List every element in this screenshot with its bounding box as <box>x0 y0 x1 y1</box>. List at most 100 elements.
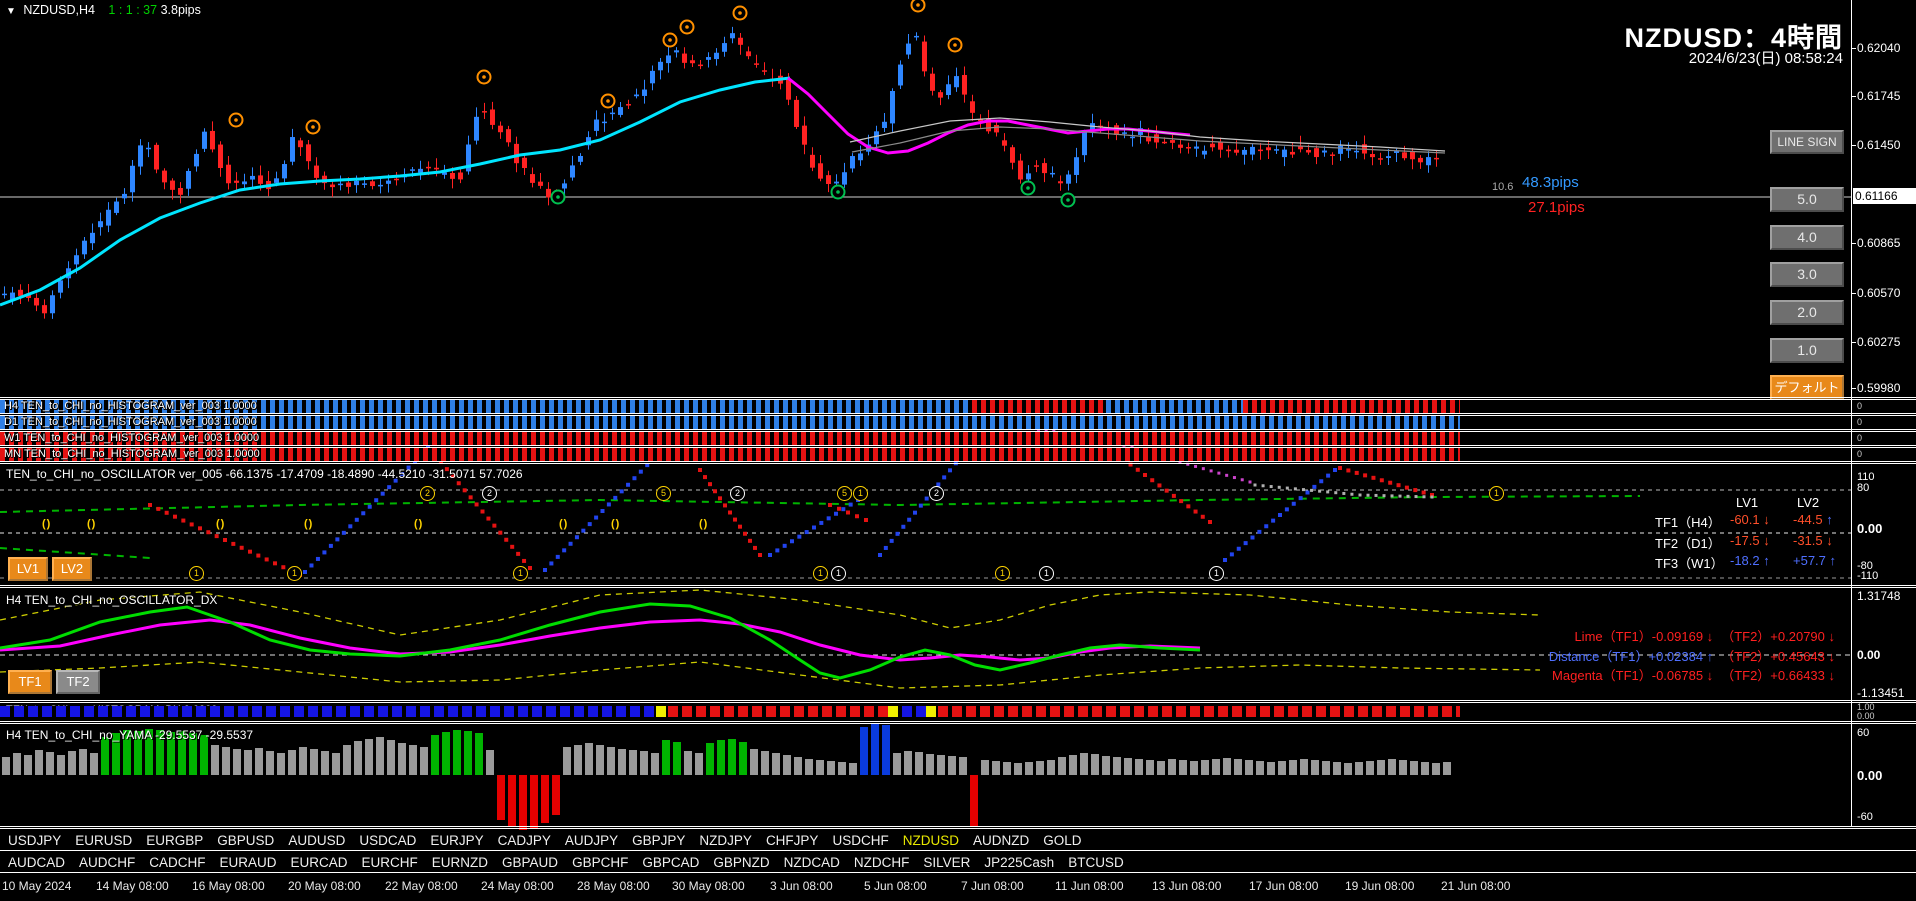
osc-scale-label: -80 <box>1857 560 1873 572</box>
price-tick <box>1851 145 1856 146</box>
dx-value-row: Lime（TF1）-0.09169 ↓ （TF2）+0.20790 ↓ <box>1574 629 1835 644</box>
dx-value-row: Distance（TF1）+0.02384 ↑ （TF2）+0.45643 ↓ <box>1548 649 1835 664</box>
osc-table-value: -31.5 ↓ <box>1793 533 1833 548</box>
tab-AUDJPY[interactable]: AUDJPY <box>564 833 619 848</box>
strip-label: H4 TEN_to_CHI_no_HISTOGRAM_ver_003 1.000… <box>4 400 257 412</box>
tab-EURJPY[interactable]: EURJPY <box>430 833 484 848</box>
dx-strip-segment <box>938 706 1460 717</box>
tab-USDCAD[interactable]: USDCAD <box>359 833 417 848</box>
strip-segment <box>0 400 972 413</box>
lv-button-LV1[interactable]: LV1 <box>8 557 48 581</box>
price-scale-label: 0.61450 <box>1857 138 1901 152</box>
time-axis-label: 20 May 08:00 <box>288 879 361 893</box>
count-circle-bottom: 1 <box>1039 566 1054 581</box>
tab-NZDJPY[interactable]: NZDJPY <box>699 833 752 848</box>
paren-marker: () <box>414 518 424 530</box>
dx-strip-segment <box>0 706 656 717</box>
price-scale-label: 0.60275 <box>1857 335 1901 349</box>
tab-EURNZD[interactable]: EURNZD <box>431 855 489 870</box>
tab-EURCAD[interactable]: EURCAD <box>290 855 348 870</box>
paren-marker: () <box>42 518 52 530</box>
tab-JP225Cash[interactable]: JP225Cash <box>984 855 1055 870</box>
line-sign-button[interactable]: LINE SIGN <box>1770 130 1844 154</box>
panel-divider <box>0 587 1916 588</box>
tab-AUDNZD[interactable]: AUDNZD <box>972 833 1030 848</box>
scale-separator-line <box>1851 0 1852 826</box>
strip-segment <box>1243 400 1460 413</box>
strip-segment <box>0 432 1460 445</box>
spread-label: 3.8pips <box>160 3 201 17</box>
strip-label: W1 TEN_to_CHI_no_HISTOGRAM_ver_003 1.000… <box>4 432 260 444</box>
time-axis-label: 5 Jun 08:00 <box>864 879 927 893</box>
tab-CADJPY[interactable]: CADJPY <box>497 833 551 848</box>
dx-strip-segment <box>668 706 888 717</box>
level-button-5.0[interactable]: 5.0 <box>1770 187 1844 212</box>
price-tick <box>1851 342 1856 343</box>
time-axis-label: 24 May 08:00 <box>481 879 554 893</box>
level-button-2.0[interactable]: 2.0 <box>1770 300 1844 325</box>
tab-GBPUSD[interactable]: GBPUSD <box>217 833 275 848</box>
tab-GBPNZD[interactable]: GBPNZD <box>713 855 770 870</box>
dx-strip-segment <box>888 706 902 717</box>
paren-marker: () <box>699 518 709 530</box>
tab-GOLD[interactable]: GOLD <box>1043 833 1082 848</box>
price-scale-label: 0.60865 <box>1857 236 1901 250</box>
dx-strip-segment <box>926 706 938 717</box>
osc-table-value: +57.7 ↑ <box>1793 553 1837 568</box>
level-button-1.0[interactable]: 1.0 <box>1770 338 1844 363</box>
tab-EURUSD[interactable]: EURUSD <box>75 833 133 848</box>
tab-NZDUSD[interactable]: NZDUSD <box>902 833 959 848</box>
dx-scale-label: -1.13451 <box>1857 686 1905 700</box>
tab-EURAUD[interactable]: EURAUD <box>219 855 277 870</box>
yama-panel-title: H4 TEN_to_CHI_no_YAMA -29.5537 -29.5537 <box>6 728 254 742</box>
tf-button-TF1[interactable]: TF1 <box>8 670 52 694</box>
oscillator-dx-panel-title: H4 TEN_to_CHI_no_OSCILLATOR_DX <box>6 593 218 607</box>
strip-label: MN TEN_to_CHI_no_HISTOGRAM_ver_003 1.000… <box>4 448 260 460</box>
tab-GBPAUD[interactable]: GBPAUD <box>502 855 559 870</box>
pip-small-label: 10.6 <box>1492 181 1514 193</box>
paren-marker: () <box>611 518 621 530</box>
price-scale-label: 0.60570 <box>1857 286 1901 300</box>
tab-AUDUSD[interactable]: AUDUSD <box>288 833 346 848</box>
level-button-3.0[interactable]: 3.0 <box>1770 262 1844 287</box>
osc-table-header: LV1 <box>1736 495 1759 510</box>
tab-GBPCHF[interactable]: GBPCHF <box>572 855 629 870</box>
osc-table-value: -18.2 ↑ <box>1730 553 1770 568</box>
tab-USDJPY[interactable]: USDJPY <box>8 833 62 848</box>
panel-divider <box>0 700 1916 701</box>
tab-CHFJPY[interactable]: CHFJPY <box>765 833 819 848</box>
panel-divider <box>0 415 1916 416</box>
tab-GBPJPY[interactable]: GBPJPY <box>632 833 686 848</box>
tab-USDCHF[interactable]: USDCHF <box>832 833 889 848</box>
chart-symbol-info: ▼ NZDUSD,H4 1 : 1 : 37 3.8pips <box>6 3 201 17</box>
tab-EURGBP[interactable]: EURGBP <box>146 833 204 848</box>
tab-AUDCHF[interactable]: AUDCHF <box>79 855 136 870</box>
tab-SILVER[interactable]: SILVER <box>923 855 971 870</box>
count-circle-top: 1 <box>1489 486 1504 501</box>
panel-divider <box>0 585 1916 586</box>
tab-EURCHF[interactable]: EURCHF <box>361 855 418 870</box>
price-tick <box>1851 388 1856 389</box>
panel-divider <box>0 445 1916 446</box>
tab-BTCUSD[interactable]: BTCUSD <box>1068 855 1124 870</box>
dx-strip-segment <box>656 706 668 717</box>
price-scale-label: 0.59980 <box>1857 381 1901 395</box>
level-button-4.0[interactable]: 4.0 <box>1770 225 1844 250</box>
pips-above-label: 48.3pips <box>1522 174 1579 191</box>
tab-CADCHF[interactable]: CADCHF <box>149 855 206 870</box>
osc-scale-label: -110 <box>1857 570 1879 582</box>
lv-button-LV2[interactable]: LV2 <box>52 557 92 581</box>
tab-GBPCAD[interactable]: GBPCAD <box>642 855 700 870</box>
tab-NZDCHF[interactable]: NZDCHF <box>853 855 910 870</box>
tab-AUDCAD[interactable]: AUDCAD <box>8 855 66 870</box>
panel-divider <box>0 850 1916 851</box>
count-circle-bottom: 1 <box>189 566 204 581</box>
tf-button-TF2[interactable]: TF2 <box>56 670 100 694</box>
count-circle-bottom: 1 <box>1209 566 1224 581</box>
tab-NZDCAD[interactable]: NZDCAD <box>783 855 840 870</box>
yama-scale-label: 0.00 <box>1857 768 1883 783</box>
paren-marker: () <box>87 518 97 530</box>
dropdown-icon[interactable]: ▼ <box>6 6 16 17</box>
